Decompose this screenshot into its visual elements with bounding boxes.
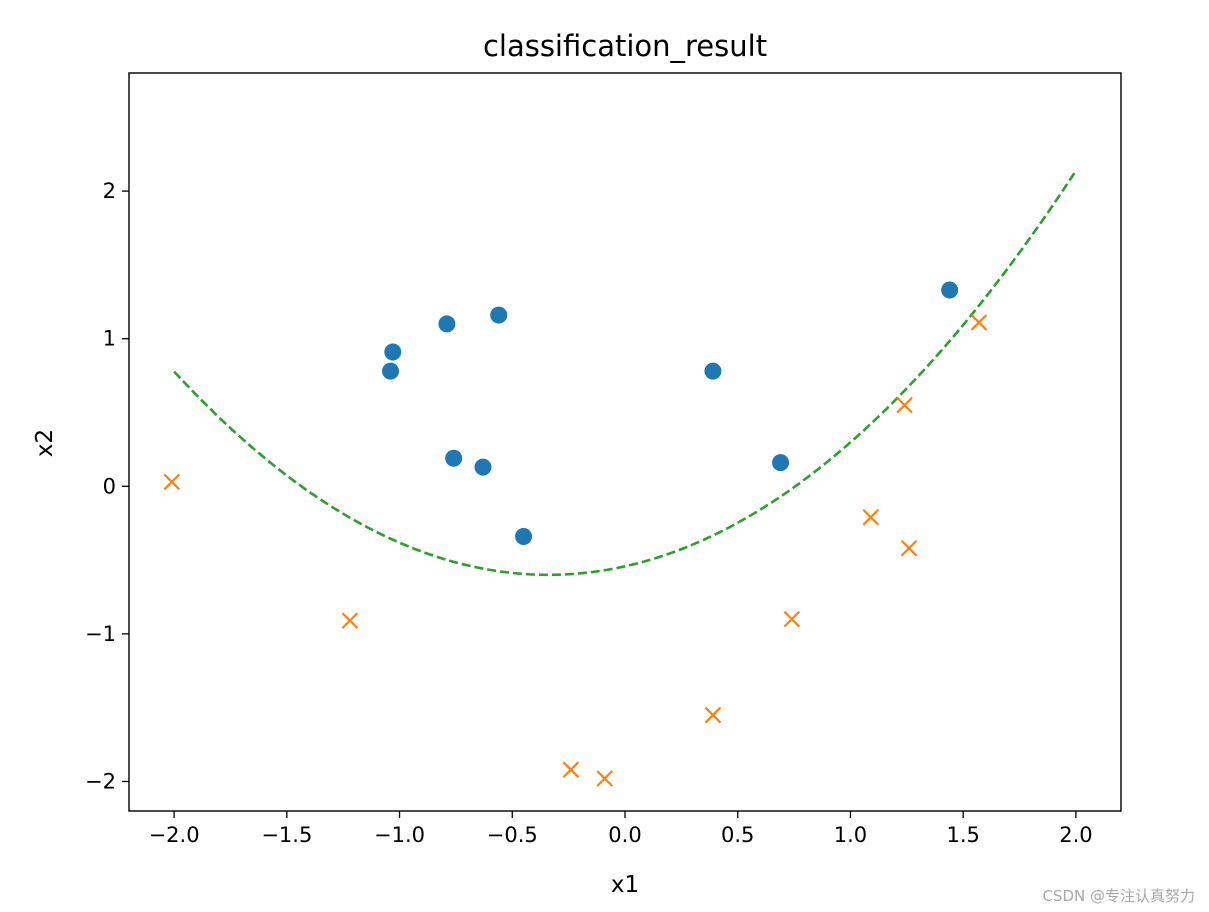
x-tick-label: −2.0	[149, 823, 200, 847]
y-axis-label: x2	[32, 429, 58, 457]
class1-point	[970, 314, 988, 331]
class1-point	[562, 761, 580, 778]
plot-area	[128, 72, 1122, 812]
class1-point	[704, 706, 722, 724]
x-axis-ticks: −2.0 −1.5 −1.0 −0.5 0.0 0.5 1.0 1.5 2.0	[149, 811, 1093, 847]
decision-boundary-curve	[173, 170, 1077, 577]
class1-point	[596, 770, 613, 787]
x-tick-label: −0.5	[487, 823, 538, 847]
x-tick-label: −1.0	[374, 823, 425, 847]
x-tick-label: 0.5	[721, 823, 754, 847]
x-tick-label: 0.0	[608, 823, 641, 847]
x-axis-label: x1	[611, 872, 639, 898]
y-tick-label: 0	[103, 474, 116, 498]
data-marks	[163, 281, 988, 787]
class0-point	[445, 449, 463, 467]
x-tick-label: 1.5	[946, 823, 979, 847]
decision-boundary-layer	[173, 170, 1077, 577]
class0-point	[490, 306, 508, 324]
class1-point	[163, 473, 181, 491]
class0-point	[941, 281, 959, 299]
x-tick-label: −1.5	[261, 823, 312, 847]
class1-point	[341, 612, 359, 629]
x-tick-label: 1.0	[834, 823, 867, 847]
chart-title: classification_result	[483, 29, 767, 63]
class0-point	[384, 343, 402, 361]
class0-point	[515, 527, 533, 545]
class0-point	[704, 362, 722, 380]
y-tick-label: −1	[85, 622, 116, 646]
class1-point	[783, 610, 801, 628]
plot-frame	[128, 72, 1122, 812]
watermark: CSDN @专注认真努力	[1042, 887, 1195, 905]
x-tick-label: 2.0	[1059, 823, 1092, 847]
class1-point	[896, 396, 913, 414]
class1-point	[900, 539, 918, 557]
class0-point	[438, 315, 456, 333]
class0-point	[382, 362, 400, 380]
y-tick-label: 1	[103, 327, 116, 351]
y-tick-label: −2	[85, 769, 116, 793]
y-axis-ticks: −2 −1 0 1 2	[85, 179, 129, 793]
class1-point	[862, 508, 880, 526]
y-tick-label: 2	[103, 179, 116, 203]
class0-point	[474, 458, 492, 476]
class0-point	[772, 454, 790, 472]
